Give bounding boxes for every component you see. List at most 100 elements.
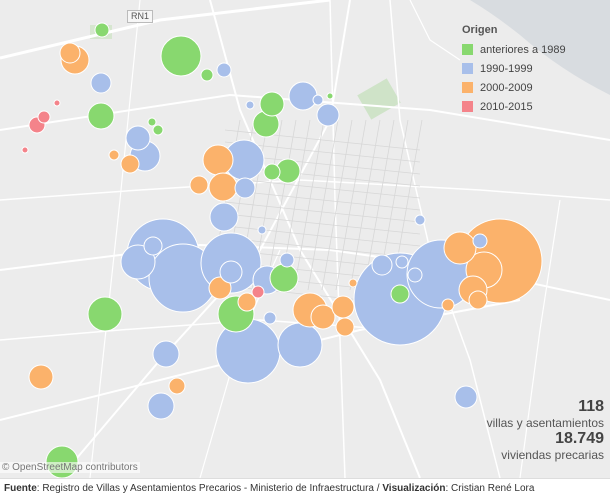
road <box>0 93 610 141</box>
homes-count: 18.749 <box>555 430 604 447</box>
settlement-count-label: villas y asentamientos <box>486 416 604 430</box>
bubble-1990-1999[interactable] <box>234 177 256 199</box>
bubble-1990-1999[interactable] <box>288 81 318 111</box>
bubble-2000-2009[interactable] <box>108 149 120 161</box>
legend-label: 2000-2009 <box>480 81 533 94</box>
bubble-1990-1999[interactable] <box>407 267 423 283</box>
bubble-1990-1999[interactable] <box>245 100 255 110</box>
bubble-2010-2015[interactable] <box>37 110 51 124</box>
bubble-1990-1999[interactable] <box>143 236 163 256</box>
bubble-before-1989[interactable] <box>87 296 123 332</box>
street <box>224 201 421 223</box>
bubble-2000-2009[interactable] <box>348 278 358 288</box>
bubble-before-1989[interactable] <box>200 68 214 82</box>
bubble-2000-2009[interactable] <box>120 154 140 174</box>
legend-label: 2010-2015 <box>480 100 533 113</box>
bubble-1990-1999[interactable] <box>316 103 340 127</box>
bubble-2000-2009[interactable] <box>310 304 336 330</box>
legend-swatch <box>462 44 473 55</box>
viz-text: : Cristian René Lora <box>445 483 535 494</box>
bubble-2000-2009[interactable] <box>28 364 54 390</box>
street <box>293 119 325 291</box>
street <box>224 177 421 199</box>
legend-label: anteriores a 1989 <box>480 43 566 56</box>
street <box>224 225 421 247</box>
legend-item[interactable]: 1990-1999 <box>462 59 582 78</box>
road <box>0 0 331 60</box>
bubble-2000-2009[interactable] <box>202 144 234 176</box>
bubble-1990-1999[interactable] <box>147 392 175 420</box>
bubble-2000-2009[interactable] <box>208 276 232 300</box>
bubble-1990-1999[interactable] <box>125 125 151 151</box>
bubble-before-1989[interactable] <box>160 35 202 77</box>
bubble-1990-1999[interactable] <box>216 62 232 78</box>
bubble-1990-1999[interactable] <box>277 322 323 368</box>
street <box>307 119 339 291</box>
bubble-2000-2009[interactable] <box>443 231 477 265</box>
park-area <box>357 78 401 120</box>
bubble-1990-1999[interactable] <box>219 260 243 284</box>
bubble-2010-2015[interactable] <box>53 99 61 107</box>
bubble-before-1989[interactable] <box>269 263 299 293</box>
road <box>519 199 561 478</box>
bubble-2000-2009[interactable] <box>237 292 257 312</box>
bubble-1990-1999[interactable] <box>263 311 277 325</box>
road <box>59 0 351 478</box>
legend-label: 1990-1999 <box>480 62 533 75</box>
settlement-count: 118 <box>578 398 604 415</box>
bubble-before-1989[interactable] <box>87 102 115 130</box>
bubble-1990-1999[interactable] <box>152 340 180 368</box>
legend-swatch <box>462 101 473 112</box>
map[interactable] <box>0 0 610 478</box>
street <box>321 119 353 291</box>
legend-title: Origen <box>462 24 498 36</box>
bubble-1990-1999[interactable] <box>90 72 112 94</box>
bubble-1990-1999[interactable] <box>454 385 478 409</box>
footer: Fuente: Registro de Villas y Asentamient… <box>0 478 610 499</box>
bubble-1990-1999[interactable] <box>371 254 393 276</box>
bubble-2000-2009[interactable] <box>331 295 355 319</box>
bubble-1990-1999[interactable] <box>120 244 156 280</box>
source-label: Fuente <box>4 483 37 494</box>
bubble-1990-1999[interactable] <box>257 225 267 235</box>
road <box>89 0 141 478</box>
bubble-1990-1999[interactable] <box>279 252 295 268</box>
bubble-before-1989[interactable] <box>94 22 110 38</box>
bubble-2000-2009[interactable] <box>59 42 81 64</box>
stats-panel: 118 villas y asentamientos 18.749 vivien… <box>487 398 604 462</box>
homes-count-label: viviendas precarias <box>501 448 604 462</box>
bubble-before-1989[interactable] <box>259 91 285 117</box>
road <box>409 0 461 61</box>
bubble-1990-1999[interactable] <box>312 94 324 106</box>
road <box>329 0 346 478</box>
bubble-2000-2009[interactable] <box>168 377 186 395</box>
map-canvas[interactable] <box>0 0 610 478</box>
legend: Origen anteriores a 1989 1990-1999 2000-… <box>462 24 582 116</box>
bubble-before-1989[interactable] <box>152 124 164 136</box>
bubble-2000-2009[interactable] <box>208 172 238 202</box>
bubble-2010-2015[interactable] <box>251 285 265 299</box>
bubble-before-1989[interactable] <box>147 117 157 127</box>
bubble-2000-2009[interactable] <box>189 175 209 195</box>
river-water <box>470 0 610 95</box>
bubble-1990-1999[interactable] <box>472 233 488 249</box>
street <box>224 189 421 211</box>
legend-item[interactable]: anteriores a 1989 <box>462 40 582 59</box>
legend-item[interactable]: 2010-2015 <box>462 97 582 116</box>
bubble-before-1989[interactable] <box>390 284 410 304</box>
map-attribution[interactable]: © OpenStreetMap contributors <box>0 462 140 473</box>
legend-item[interactable]: 2000-2009 <box>462 78 582 97</box>
legend-swatch <box>462 82 473 93</box>
bubble-1990-1999[interactable] <box>209 202 239 232</box>
bubble-2000-2009[interactable] <box>335 317 355 337</box>
bubble-before-1989[interactable] <box>326 92 334 100</box>
route-shield: RN1 <box>127 10 154 23</box>
bubble-2000-2009[interactable] <box>441 298 455 312</box>
bubble-before-1989[interactable] <box>263 163 281 181</box>
bubble-2010-2015[interactable] <box>21 146 29 154</box>
bubble-1990-1999[interactable] <box>414 214 426 226</box>
source-text: : Registro de Villas y Asentamientos Pre… <box>36 483 383 494</box>
bubble-2000-2009[interactable] <box>468 290 488 310</box>
bubble-1990-1999[interactable] <box>395 255 409 269</box>
street <box>335 119 367 291</box>
